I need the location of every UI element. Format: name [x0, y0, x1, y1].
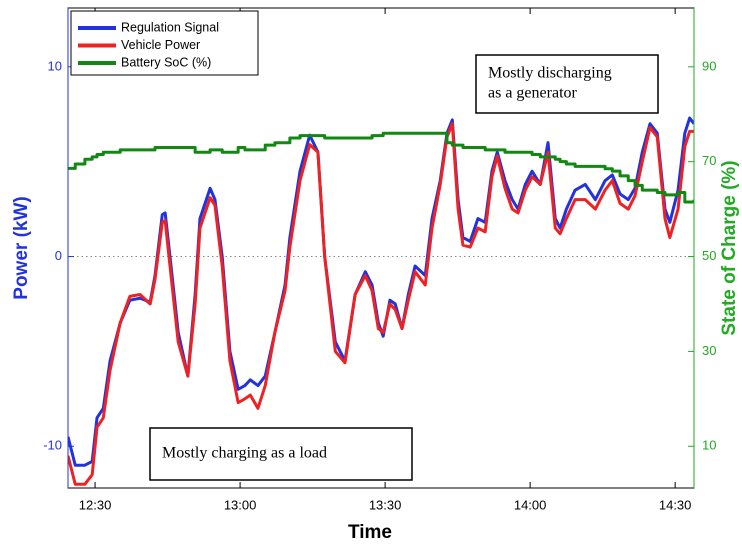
x-tick-label: 14:30 — [659, 497, 692, 512]
y2-tick-label: 10 — [702, 438, 716, 453]
y2-tick-label: 70 — [702, 153, 716, 168]
x-tick-label: 13:00 — [224, 497, 257, 512]
y2-tick-label: 30 — [702, 343, 716, 358]
x-tick-label: 14:00 — [514, 497, 547, 512]
annotation-text: as a generator — [488, 85, 578, 102]
x-tick-label: 12:30 — [79, 497, 112, 512]
legend-label: Regulation Signal — [121, 20, 219, 34]
annotation-box — [149, 427, 413, 481]
annotation-text: Mostly discharging — [488, 65, 612, 82]
series-line — [68, 122, 694, 486]
series-line — [68, 131, 694, 204]
y2-axis-label: State of Charge (%) — [719, 160, 740, 335]
x-axis-label: Time — [348, 522, 392, 543]
y2-tick-label: 50 — [702, 248, 716, 263]
legend-label: Vehicle Power — [121, 38, 200, 52]
legend-label: Battery SoC (%) — [121, 55, 211, 69]
y2-tick-label: 90 — [702, 58, 716, 73]
annotation-box — [475, 54, 659, 114]
y-tick-label: 10 — [48, 58, 62, 73]
y-tick-label: 0 — [55, 248, 62, 263]
y-axis-label: Power (kW) — [11, 196, 32, 299]
annotation-text: Mostly charging as a load — [162, 445, 327, 462]
x-tick-label: 13:30 — [369, 497, 402, 512]
y-tick-label: -10 — [43, 438, 62, 453]
